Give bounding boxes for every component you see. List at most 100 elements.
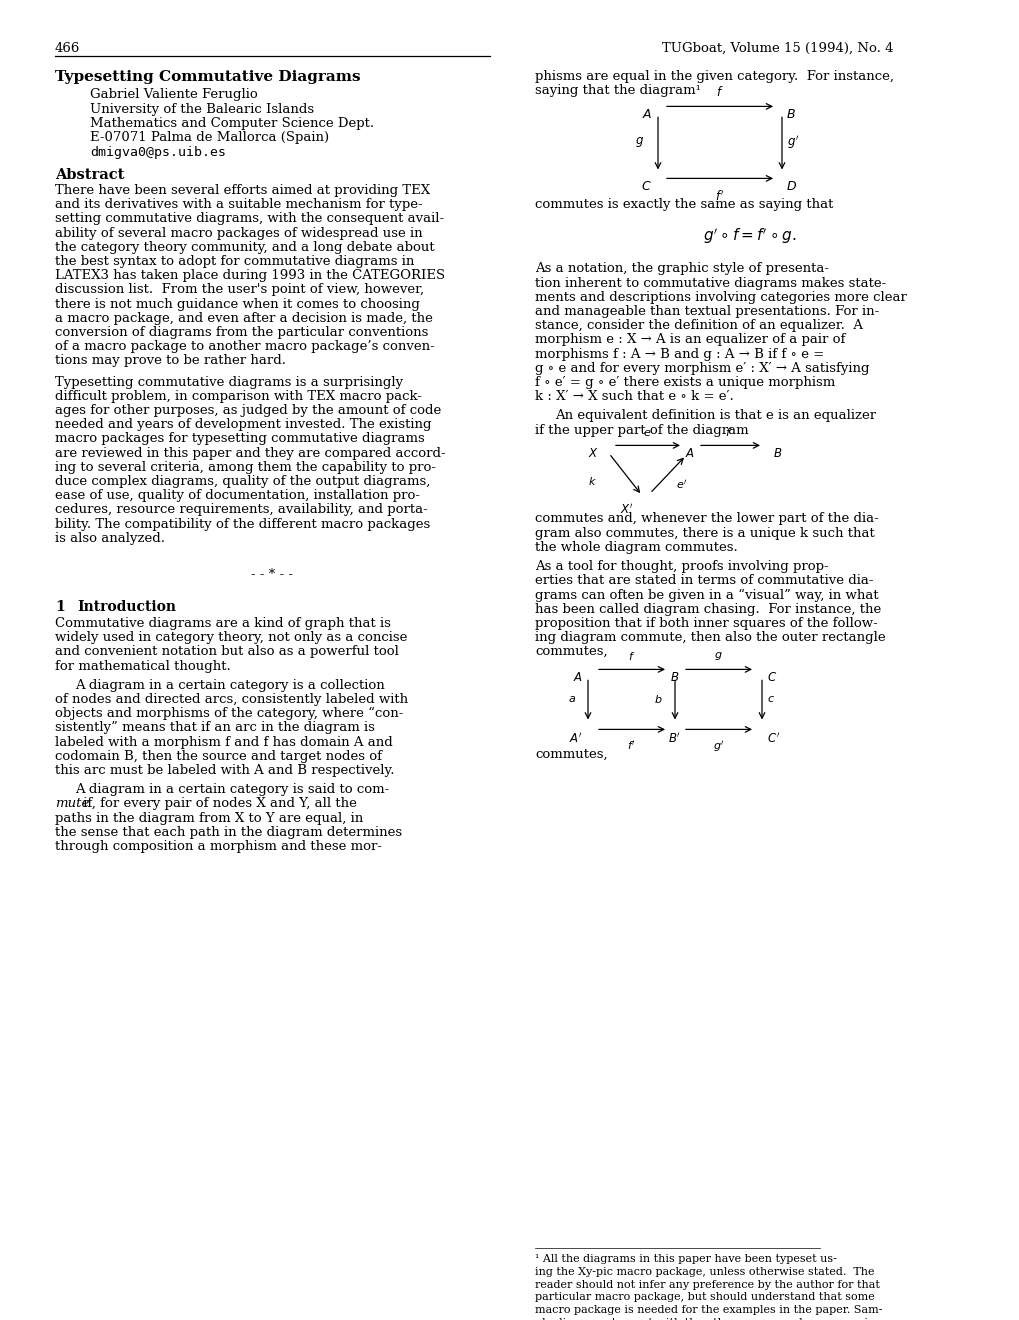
Text: bility. The compatibility of the different macro packages: bility. The compatibility of the differe… [55,517,430,531]
Text: Mathematics and Computer Science Dept.: Mathematics and Computer Science Dept. [90,117,374,129]
Text: there is not much guidance when it comes to choosing: there is not much guidance when it comes… [55,297,420,310]
Text: ing the Xy-pic macro package, unless otherwise stated.  The: ing the Xy-pic macro package, unless oth… [535,1267,873,1276]
Text: $A'$: $A'$ [569,731,583,746]
Text: $e$: $e$ [643,429,651,438]
Text: and convenient notation but also as a powerful tool: and convenient notation but also as a po… [55,645,398,659]
Text: $X'$: $X'$ [620,503,634,517]
Text: cedures, resource requirements, availability, and porta-: cedures, resource requirements, availabi… [55,503,427,516]
Text: commutes,: commutes, [535,747,607,760]
Text: University of the Balearic Islands: University of the Balearic Islands [90,103,314,116]
Text: $g' \circ f = f' \circ g.$: $g' \circ f = f' \circ g.$ [702,227,796,246]
Text: Typesetting Commutative Diagrams: Typesetting Commutative Diagrams [55,70,361,84]
Text: Abstract: Abstract [55,168,124,182]
Text: saying that the diagram¹: saying that the diagram¹ [535,84,700,98]
Text: particular macro package, but should understand that some: particular macro package, but should und… [535,1292,874,1303]
Text: $c$: $c$ [766,694,774,705]
Text: if the upper part of the diagram: if the upper part of the diagram [535,424,748,437]
Text: labeled with a morphism f and f has domain A and: labeled with a morphism f and f has doma… [55,735,392,748]
Text: $C$: $C$ [766,672,776,684]
Text: is also analyzed.: is also analyzed. [55,532,165,545]
Text: $f$: $f$ [725,426,732,438]
Text: phisms are equal in the given category.  For instance,: phisms are equal in the given category. … [535,70,893,83]
Text: dmigva0@ps.uib.es: dmigva0@ps.uib.es [90,147,226,158]
Text: 466: 466 [55,42,81,55]
Text: mute: mute [55,797,90,810]
Text: ability of several macro packages of widespread use in: ability of several macro packages of wid… [55,227,422,240]
Text: $C'$: $C'$ [766,731,780,746]
Text: $e'$: $e'$ [676,478,687,491]
Text: $A$: $A$ [685,447,694,461]
Text: As a notation, the graphic style of presenta-: As a notation, the graphic style of pres… [535,263,828,276]
Text: commutes and, whenever the lower part of the dia-: commutes and, whenever the lower part of… [535,512,878,525]
Text: A diagram in a certain category is said to com-: A diagram in a certain category is said … [75,783,389,796]
Text: $D$: $D$ [786,181,796,194]
Text: f ∘ e′ = g ∘ e′ there exists a unique morphism: f ∘ e′ = g ∘ e′ there exists a unique mo… [535,376,835,389]
Text: $B'$: $B'$ [667,731,681,746]
Text: g ∘ e and for every morphism e′ : X′ → A satisfying: g ∘ e and for every morphism e′ : X′ → A… [535,362,868,375]
Text: TUGboat, Volume 15 (1994), No. 4: TUGboat, Volume 15 (1994), No. 4 [661,42,893,55]
Text: E-07071 Palma de Mallorca (Spain): E-07071 Palma de Mallorca (Spain) [90,132,329,144]
Text: $g$: $g$ [635,136,643,149]
Text: $A$: $A$ [641,108,651,121]
Text: the best syntax to adopt for commutative diagrams in: the best syntax to adopt for commutative… [55,255,414,268]
Text: grams can often be given in a “visual” way, in what: grams can often be given in a “visual” w… [535,589,877,602]
Text: $X$: $X$ [588,447,598,461]
Text: $B$: $B$ [669,672,679,684]
Text: and its derivatives with a suitable mechanism for type-: and its derivatives with a suitable mech… [55,198,422,211]
Text: gram also commutes, there is a unique k such that: gram also commutes, there is a unique k … [535,527,874,540]
Text: difficult problem, in comparison with TEX macro pack-: difficult problem, in comparison with TE… [55,389,422,403]
Text: - - * - -: - - * - - [251,568,292,581]
Text: duce complex diagrams, quality of the output diagrams,: duce complex diagrams, quality of the ou… [55,475,430,488]
Text: commutes,: commutes, [535,645,607,659]
Text: Typesetting commutative diagrams is a surprisingly: Typesetting commutative diagrams is a su… [55,376,403,388]
Text: $B$: $B$ [772,447,782,461]
Text: discussion list.  From the user's point of view, however,: discussion list. From the user's point o… [55,284,424,297]
Text: morphism e : X → A is an equalizer of a pair of: morphism e : X → A is an equalizer of a … [535,334,845,346]
Text: $f'$: $f'$ [714,189,723,203]
Text: this arc must be labeled with A and B respectively.: this arc must be labeled with A and B re… [55,764,394,777]
Text: codomain B, then the source and target nodes of: codomain B, then the source and target n… [55,750,382,763]
Text: widely used in category theory, not only as a concise: widely used in category theory, not only… [55,631,407,644]
Text: are reviewed in this paper and they are compared accord-: are reviewed in this paper and they are … [55,446,445,459]
Text: macro package is needed for the examples in the paper. Sam-: macro package is needed for the examples… [535,1305,881,1315]
Text: tion inherent to commutative diagrams makes state-: tion inherent to commutative diagrams ma… [535,277,886,289]
Text: There have been several efforts aimed at providing TEX: There have been several efforts aimed at… [55,183,430,197]
Text: $g'$: $g'$ [712,739,723,755]
Text: $A$: $A$ [573,672,583,684]
Text: paths in the diagram from X to Y are equal, in: paths in the diagram from X to Y are equ… [55,812,363,825]
Text: conversion of diagrams from the particular conventions: conversion of diagrams from the particul… [55,326,428,339]
Text: sistently” means that if an arc in the diagram is: sistently” means that if an arc in the d… [55,722,375,734]
Text: $f$: $f$ [628,651,635,663]
Text: stance, consider the definition of an equalizer.  A: stance, consider the definition of an eq… [535,319,862,333]
Text: a macro package, and even after a decision is made, the: a macro package, and even after a decisi… [55,312,432,325]
Text: the sense that each path in the diagram determines: the sense that each path in the diagram … [55,826,401,838]
Text: $g$: $g$ [713,651,722,663]
Text: ages for other purposes, as judged by the amount of code: ages for other purposes, as judged by th… [55,404,441,417]
Text: $C$: $C$ [641,181,651,194]
Text: $a$: $a$ [568,694,576,705]
Text: As a tool for thought, proofs involving prop-: As a tool for thought, proofs involving … [535,560,827,573]
Text: through composition a morphism and these mor-: through composition a morphism and these… [55,840,382,853]
Text: $g'$: $g'$ [787,133,799,152]
Text: $B$: $B$ [786,108,795,121]
Text: LATEX3 has taken place during 1993 in the CATEGORIES: LATEX3 has taken place during 1993 in th… [55,269,444,282]
Text: commutes is exactly the same as saying that: commutes is exactly the same as saying t… [535,198,833,211]
Text: erties that are stated in terms of commutative dia-: erties that are stated in terms of commu… [535,574,872,587]
Text: morphisms f : A → B and g : A → B if f ∘ e =: morphisms f : A → B and g : A → B if f ∘… [535,347,823,360]
Text: $k$: $k$ [588,475,596,487]
Text: for mathematical thought.: for mathematical thought. [55,660,230,673]
Text: ¹ All the diagrams in this paper have been typeset us-: ¹ All the diagrams in this paper have be… [535,1254,836,1265]
Text: of nodes and directed arcs, consistently labeled with: of nodes and directed arcs, consistently… [55,693,408,706]
Text: ple diagrams typeset with the other macro packages are given: ple diagrams typeset with the other macr… [535,1317,888,1320]
Text: has been called diagram chasing.  For instance, the: has been called diagram chasing. For ins… [535,603,880,615]
Text: reader should not infer any preference by the author for that: reader should not infer any preference b… [535,1279,879,1290]
Text: k : X′ → X such that e ∘ k = e′.: k : X′ → X such that e ∘ k = e′. [535,391,733,403]
Text: An equivalent definition is that e is an equalizer: An equivalent definition is that e is an… [554,409,875,422]
Text: $f'$: $f'$ [627,739,635,752]
Text: setting commutative diagrams, with the consequent avail-: setting commutative diagrams, with the c… [55,213,443,226]
Text: 1: 1 [55,601,64,614]
Text: Commutative diagrams are a kind of graph that is: Commutative diagrams are a kind of graph… [55,616,390,630]
Text: $b$: $b$ [654,693,662,705]
Text: and manageable than textual presentations. For in-: and manageable than textual presentation… [535,305,878,318]
Text: ments and descriptions involving categories more clear: ments and descriptions involving categor… [535,290,906,304]
